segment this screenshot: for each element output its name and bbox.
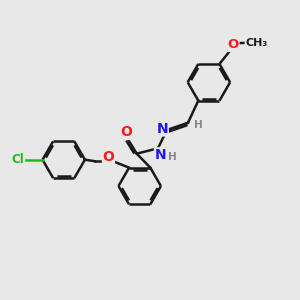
Text: N: N	[157, 122, 168, 136]
Text: H: H	[194, 120, 203, 130]
Text: Cl: Cl	[11, 153, 24, 166]
Text: H: H	[168, 152, 176, 162]
Text: O: O	[228, 38, 239, 51]
Text: N: N	[154, 148, 166, 162]
Text: CH₃: CH₃	[245, 38, 267, 48]
Text: O: O	[103, 150, 114, 164]
Text: O: O	[120, 125, 132, 140]
